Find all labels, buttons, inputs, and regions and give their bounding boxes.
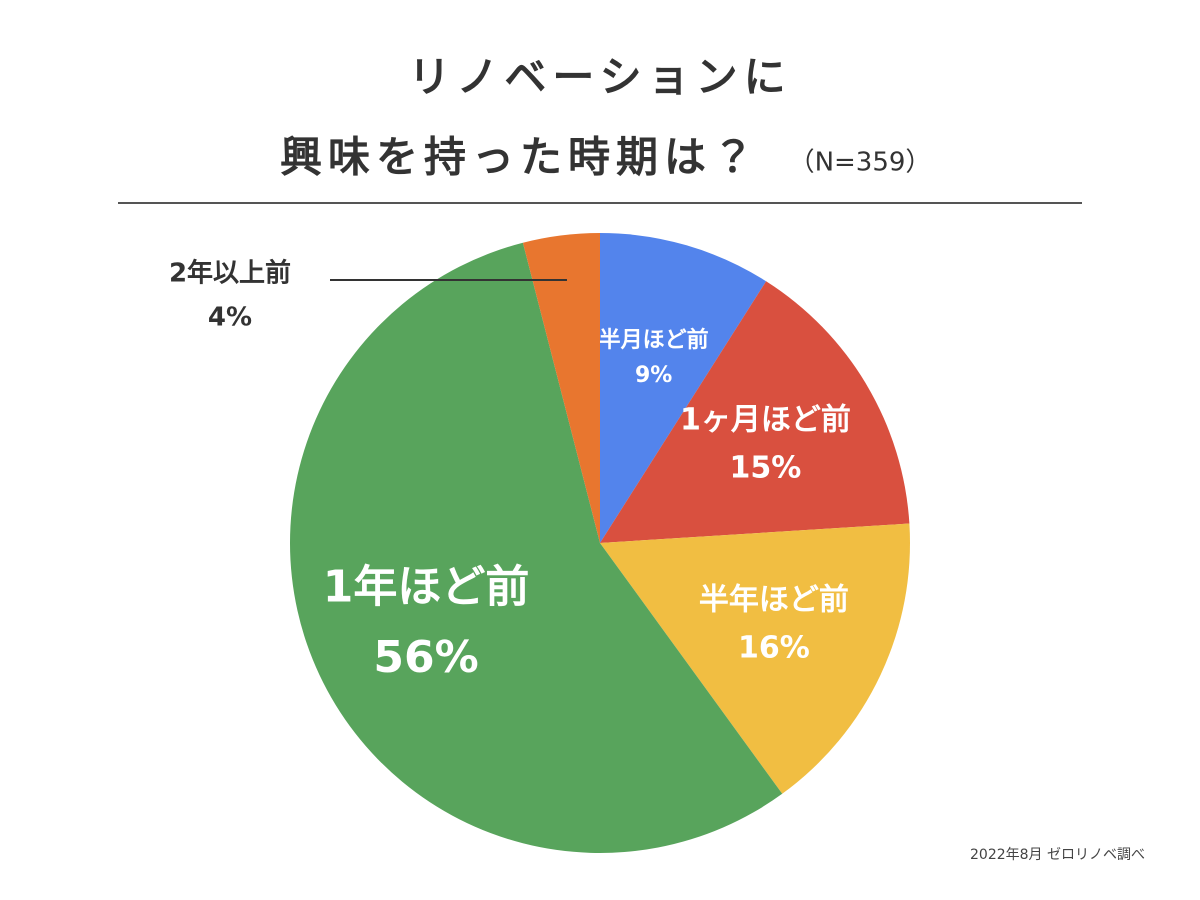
value-label: 15%	[730, 451, 802, 486]
slice-label: 半月ほど前	[599, 327, 709, 353]
value-label: 4%	[208, 303, 252, 333]
chart-title: 興味を持った時期は？	[280, 133, 760, 182]
pie-slice	[600, 281, 910, 543]
source-note: 2022年8月 ゼロリノベ調べ	[970, 847, 1145, 863]
slice-label: 半年ほど前	[699, 582, 849, 617]
pie-slice	[522, 233, 600, 543]
slice-label: 2年以上前	[169, 258, 291, 289]
slice-label: 1年ほど前	[323, 562, 530, 613]
chart-subtitle: （N=359）	[789, 148, 932, 178]
pie-slice	[289, 242, 783, 853]
value-label: 56%	[373, 632, 478, 683]
value-label: 9%	[635, 363, 672, 388]
chart-title: リノベーションに	[408, 53, 791, 102]
value-label: 16%	[738, 630, 810, 665]
pie-slice	[600, 523, 910, 794]
pie-slice	[600, 233, 767, 543]
slice-label: 1ヶ月ほど前	[680, 403, 851, 438]
